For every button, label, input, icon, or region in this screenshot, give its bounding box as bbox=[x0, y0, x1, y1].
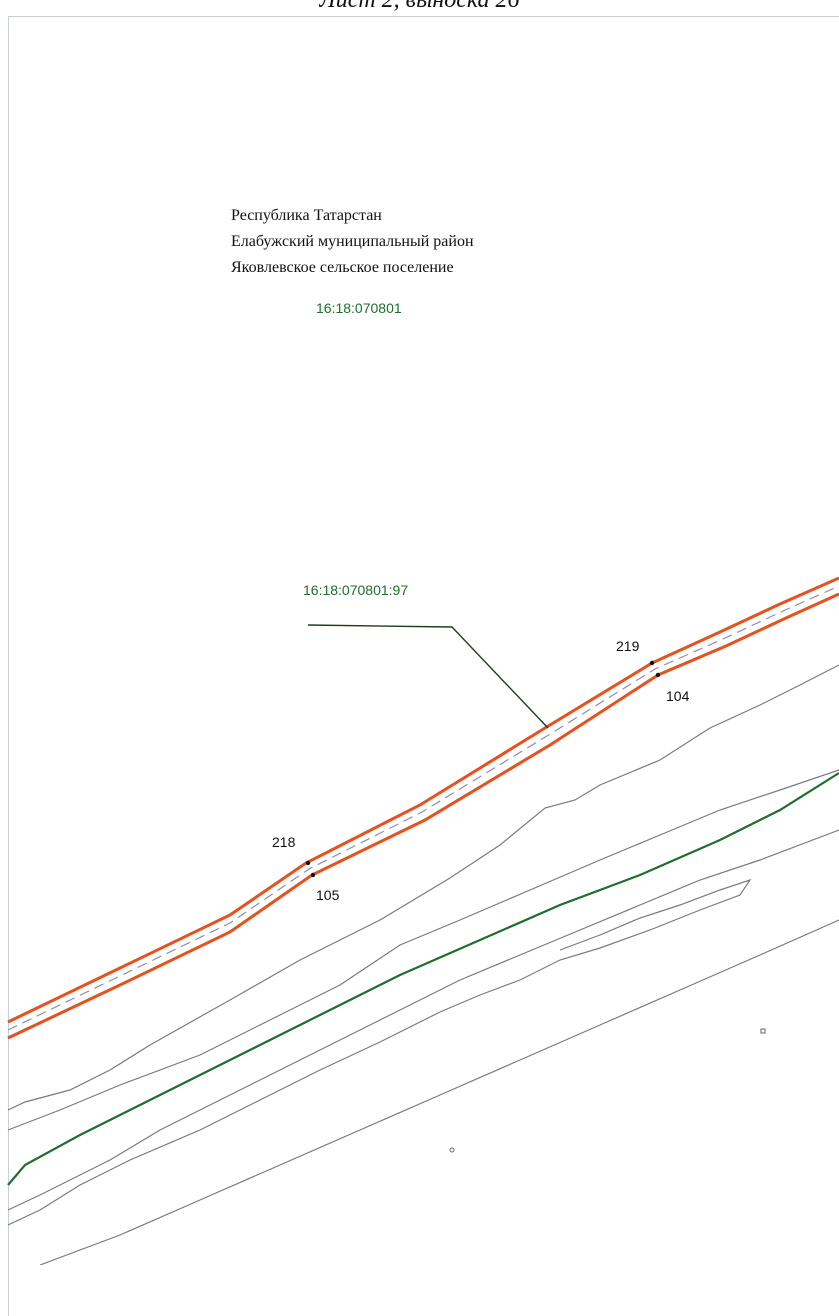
map-canvas bbox=[7, 576, 839, 1265]
point-218-marker bbox=[305, 860, 311, 866]
point-label-218: 218 bbox=[272, 834, 296, 850]
boundary-points bbox=[305, 660, 661, 878]
grey-line-2 bbox=[7, 769, 839, 1131]
leader-line bbox=[307, 624, 549, 729]
sheet-title: Лист 2, выноска 26 bbox=[319, 0, 520, 13]
grey-line-3 bbox=[7, 829, 839, 1211]
grey-lines bbox=[7, 664, 839, 1265]
green-line bbox=[7, 772, 839, 1186]
point-104-marker bbox=[655, 672, 661, 678]
parcel-boundary-top bbox=[7, 576, 839, 1024]
address-block: Республика Татарстан Елабужский муниципа… bbox=[231, 203, 474, 281]
grey-line-4 bbox=[7, 878, 752, 1226]
cadastral-quarter-label: 16:18:070801 bbox=[316, 300, 402, 316]
point-105-marker bbox=[310, 872, 316, 878]
survey-marks bbox=[449, 1028, 766, 1153]
point-label-104: 104 bbox=[666, 688, 690, 704]
parcel-centerline bbox=[7, 585, 839, 1031]
point-219-marker bbox=[649, 660, 655, 666]
address-district: Елабужский муниципальный район bbox=[231, 233, 474, 250]
parcel-number-label: 16:18:070801:97 bbox=[303, 582, 409, 598]
map-frame bbox=[8, 16, 839, 1316]
survey-mark-1 bbox=[760, 1028, 766, 1034]
parcel-boundary-bottom bbox=[7, 592, 839, 1040]
point-label-219: 219 bbox=[616, 638, 640, 654]
grey-line-1 bbox=[7, 664, 839, 1111]
address-republic: Республика Татарстан bbox=[231, 207, 382, 224]
grey-line-5 bbox=[39, 919, 839, 1265]
point-label-105: 105 bbox=[316, 887, 340, 903]
parcel-boundary bbox=[7, 576, 839, 1040]
address-settlement: Яковлевское сельское поселение bbox=[231, 259, 454, 276]
survey-mark-2 bbox=[449, 1147, 455, 1153]
